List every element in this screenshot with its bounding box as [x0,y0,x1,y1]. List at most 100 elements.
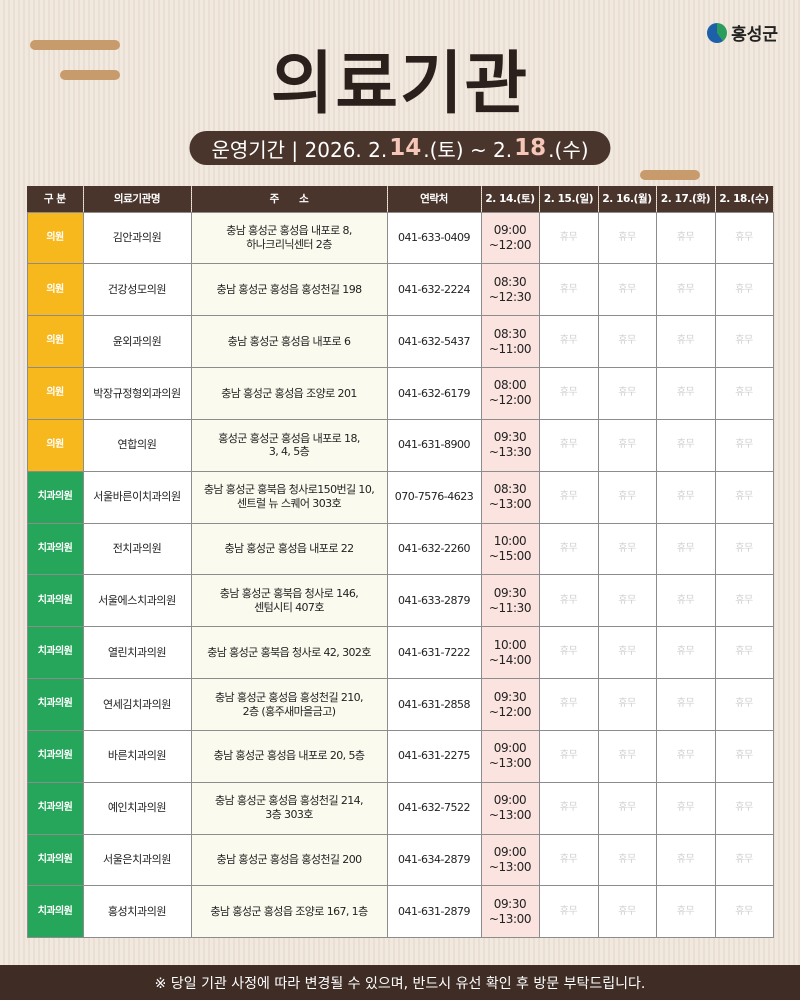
hongseong-emblem-icon [707,22,728,43]
address: 충남 홍성군 홍성읍 홍성천길 198 [190,263,388,317]
category-badge: 의원 [26,418,84,472]
closed-status: 휴무 [597,470,657,524]
closed-status: 휴무 [655,470,716,524]
column-header: 구 분 [27,186,84,212]
closed-status: 휴무 [714,574,774,628]
institution-name: 건강성모의원 [82,263,192,317]
address: 충남 홍성군 홍북읍 청사로 42, 302호 [190,626,388,680]
phone-number: 041-631-2858 [386,678,482,731]
closed-status: 휴무 [655,367,716,420]
closed-status: 휴무 [597,729,657,783]
hours-feb-14: 09:30 ~11:30 [480,574,540,628]
closed-status: 휴무 [714,418,774,472]
hours-feb-14: 09:30 ~12:00 [480,678,540,731]
column-header: 주 소 [191,186,388,212]
institution-name: 열린치과의원 [82,626,192,680]
closed-status: 휴무 [655,315,716,369]
closed-status: 휴무 [714,885,774,939]
closed-status: 휴무 [538,574,599,628]
table-row: 치과의원 서울바른이치과의원 충남 홍성군 홍북읍 청사로150번길 10, 센트럴… [26,470,774,524]
closed-status: 휴무 [655,885,716,939]
hours-feb-14: 09:00 ~13:00 [480,729,540,783]
institution-name: 전치과의원 [82,522,192,576]
cloud-decoration [30,40,120,50]
address: 충남 홍성군 홍성읍 홍성천길 200 [190,833,388,887]
phone-number: 041-634-2879 [386,833,482,887]
column-header: 연락처 [387,186,482,212]
phone-number: 070-7576-4623 [386,470,482,524]
address: 충남 홍성군 홍성읍 홍성천길 214, 3층 303호 [190,781,388,835]
table-row: 치과의원 전치과의원 충남 홍성군 홍성읍 내포로 22 041-632-2260 10… [26,522,774,576]
phone-number: 041-631-2275 [386,729,482,783]
page-title: 의료기관 [270,45,530,124]
address: 충남 홍성군 홍성읍 홍성천길 210, 2층 (홍주새마을금고) [190,678,388,731]
closed-status: 휴무 [714,626,774,680]
category-badge: 치과의원 [26,781,84,835]
address: 충남 홍성군 홍북읍 청사로150번길 10, 센트럴 뉴 스퀘어 303호 [190,470,388,524]
logo-text: 홍성군 [731,25,778,45]
phone-number: 041-631-8900 [386,418,482,472]
closed-status: 휴무 [538,315,599,369]
phone-number: 041-632-7522 [386,781,482,835]
closed-status: 휴무 [714,729,774,783]
closed-status: 휴무 [655,522,716,576]
category-badge: 치과의원 [26,522,84,576]
column-header: 2. 15.(일) [539,186,599,212]
column-header: 2. 18.(수) [715,186,774,212]
institution-name: 홍성치과의원 [82,885,192,939]
table-row: 치과의원 홍성치과의원 충남 홍성군 홍성읍 조양로 167, 1층 041-631-… [26,885,774,939]
period-mid: .(토) ~ 2. [423,137,513,162]
closed-status: 휴무 [714,678,774,731]
closed-status: 휴무 [714,781,774,835]
table-row: 치과의원 바른치과의원 충남 홍성군 홍성읍 내포로 20, 5층 041-631-2… [26,729,774,783]
closed-status: 휴무 [597,418,657,472]
closed-status: 휴무 [714,522,774,576]
institution-name: 연세김치과의원 [82,678,192,731]
closed-status: 휴무 [538,885,599,939]
category-badge: 의원 [26,367,84,420]
table-row: 의원 박장규정형외과의원 충남 홍성군 홍성읍 조양로 201 041-632-617… [26,367,774,420]
table-row: 치과의원 서울은치과의원 충남 홍성군 홍성읍 홍성천길 200 041-634-28… [26,833,774,887]
category-badge: 의원 [26,315,84,369]
hours-feb-14: 08:30 ~11:00 [480,315,540,369]
table-row: 치과의원 예인치과의원 충남 홍성군 홍성읍 홍성천길 214, 3층 303호 04… [26,781,774,835]
phone-number: 041-633-2879 [386,574,482,628]
address: 충남 홍성군 홍성읍 내포로 6 [190,315,388,369]
address: 충남 홍성군 홍성읍 내포로 8, 하나크리닉센터 2층 [190,211,388,265]
table-header: 구 분 의료기관명 주 소 연락처 2. 14.(토) 2. 15.(일) 2. 16.(월… [27,186,774,212]
category-badge: 치과의원 [26,678,84,731]
institution-name: 김안과의원 [82,211,192,265]
closed-status: 휴무 [538,626,599,680]
closed-status: 휴무 [655,626,716,680]
category-badge: 치과의원 [26,470,84,524]
closed-status: 휴무 [538,729,599,783]
period-end-suffix: .(수) [548,137,589,162]
closed-status: 휴무 [714,315,774,369]
closed-status: 휴무 [597,678,657,731]
closed-status: 휴무 [538,470,599,524]
closed-status: 휴무 [714,833,774,887]
period-start-day: 14 [389,135,422,161]
category-badge: 의원 [26,211,84,265]
closed-status: 휴무 [597,211,657,265]
closed-status: 휴무 [714,470,774,524]
table-row: 의원 김안과의원 충남 홍성군 홍성읍 내포로 8, 하나크리닉센터 2층 041-6… [26,211,774,265]
closed-status: 휴무 [655,729,716,783]
address: 충남 홍성군 홍성읍 조양로 167, 1층 [190,885,388,939]
column-header: 2. 14.(토) [481,186,540,212]
table-row: 치과의원 서울에스치과의원 충남 홍성군 홍북읍 청사로 146, 센텀시티 407… [26,574,774,628]
closed-status: 휴무 [597,367,657,420]
hours-feb-14: 08:00 ~12:00 [480,367,540,420]
institution-name: 서울은치과의원 [82,833,192,887]
phone-number: 041-631-2879 [386,885,482,939]
hours-feb-14: 10:00 ~15:00 [480,522,540,576]
institution-name: 박장규정형외과의원 [82,367,192,420]
closed-status: 휴무 [655,574,716,628]
hours-feb-14: 08:30 ~12:30 [480,263,540,317]
institution-name: 바른치과의원 [82,729,192,783]
address: 충남 홍성군 홍성읍 내포로 22 [190,522,388,576]
column-header: 의료기관명 [83,186,192,212]
closed-status: 휴무 [597,263,657,317]
table-row: 치과의원 연세김치과의원 충남 홍성군 홍성읍 홍성천길 210, 2층 (홍주새마… [26,678,774,731]
